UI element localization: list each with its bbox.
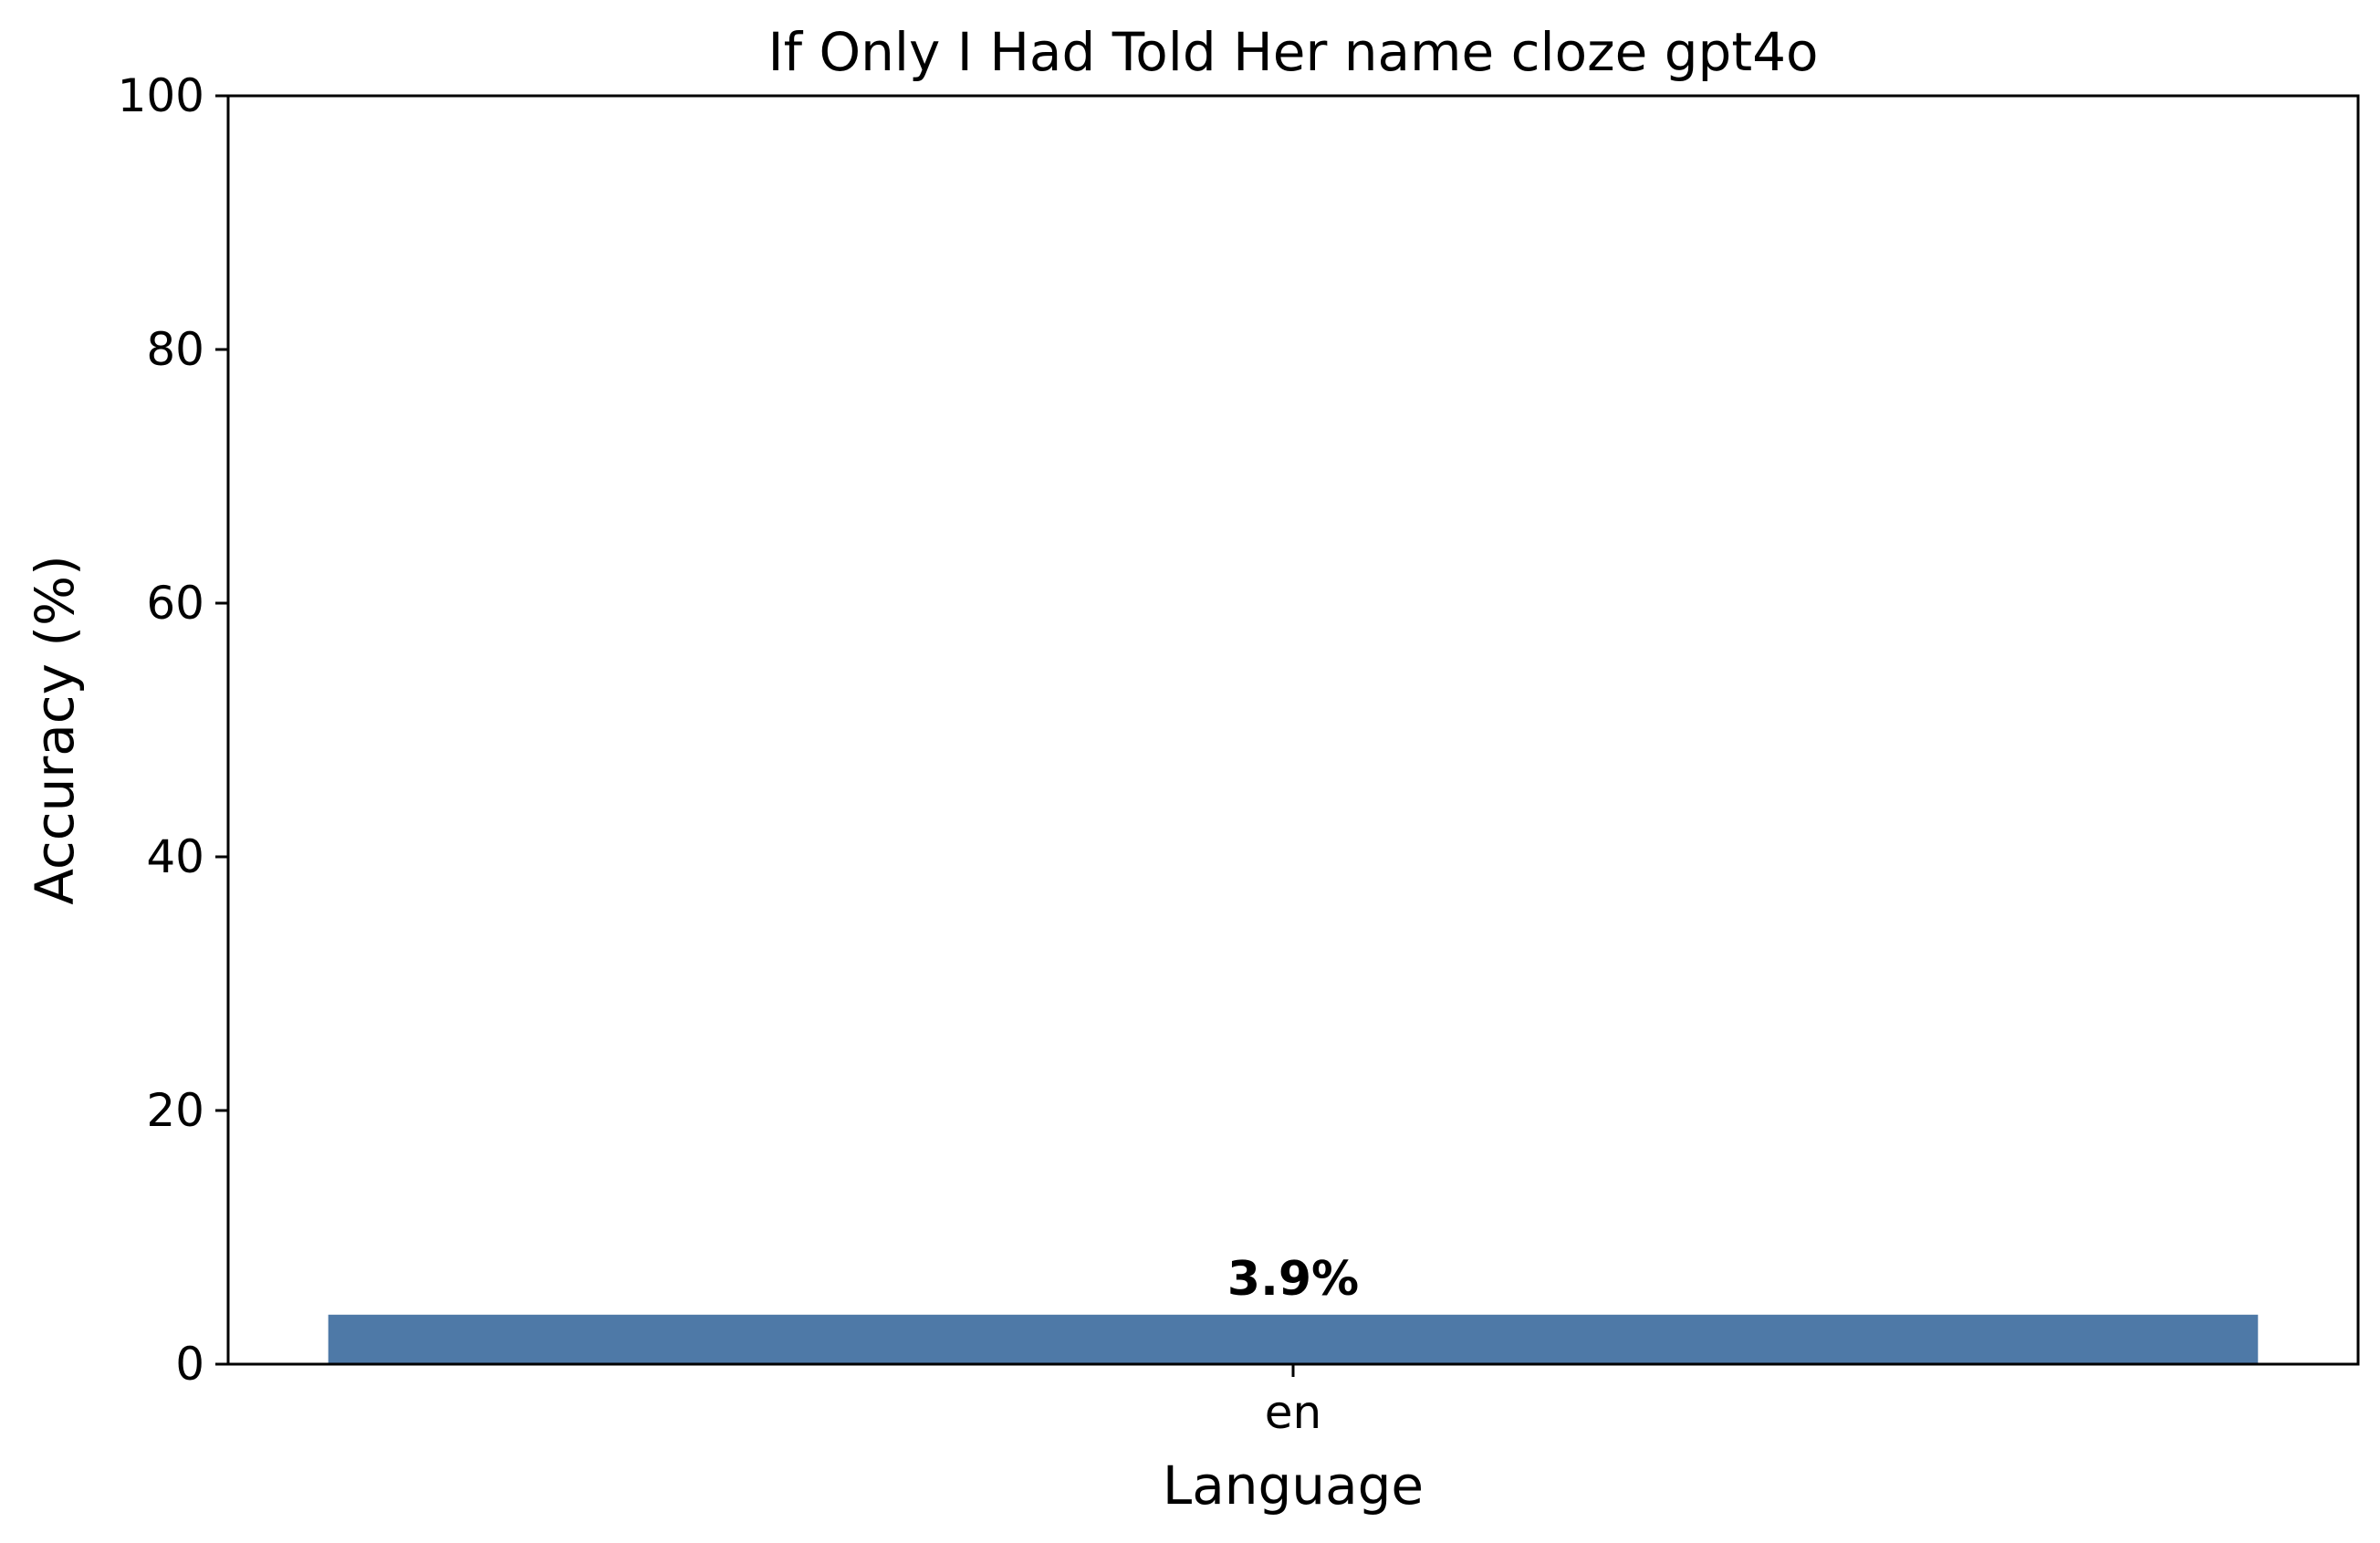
chart-title: If Only I Had Told Her name cloze gpt4o bbox=[768, 21, 1819, 83]
y-tick-label: 100 bbox=[118, 69, 204, 122]
bar-value-label: 3.9% bbox=[1227, 1252, 1359, 1307]
plot-frame bbox=[226, 94, 2360, 1366]
x-tick-label: en bbox=[1265, 1386, 1321, 1439]
y-tick-label: 0 bbox=[175, 1338, 204, 1391]
y-axis-ticks: 0 20 40 60 80 100 bbox=[118, 69, 228, 1391]
bar bbox=[328, 1314, 2259, 1364]
y-tick-label: 80 bbox=[146, 323, 204, 376]
y-tick-label: 20 bbox=[146, 1084, 204, 1137]
bars bbox=[328, 1314, 2259, 1364]
y-tick-label: 40 bbox=[146, 830, 204, 883]
y-axis-label: Accuracy (%) bbox=[24, 555, 86, 905]
x-axis-ticks: en bbox=[1265, 1364, 1321, 1439]
x-axis-label: Language bbox=[1163, 1454, 1424, 1517]
y-tick-label: 60 bbox=[146, 577, 204, 630]
bar-value-labels: 3.9% bbox=[1227, 1252, 1359, 1307]
